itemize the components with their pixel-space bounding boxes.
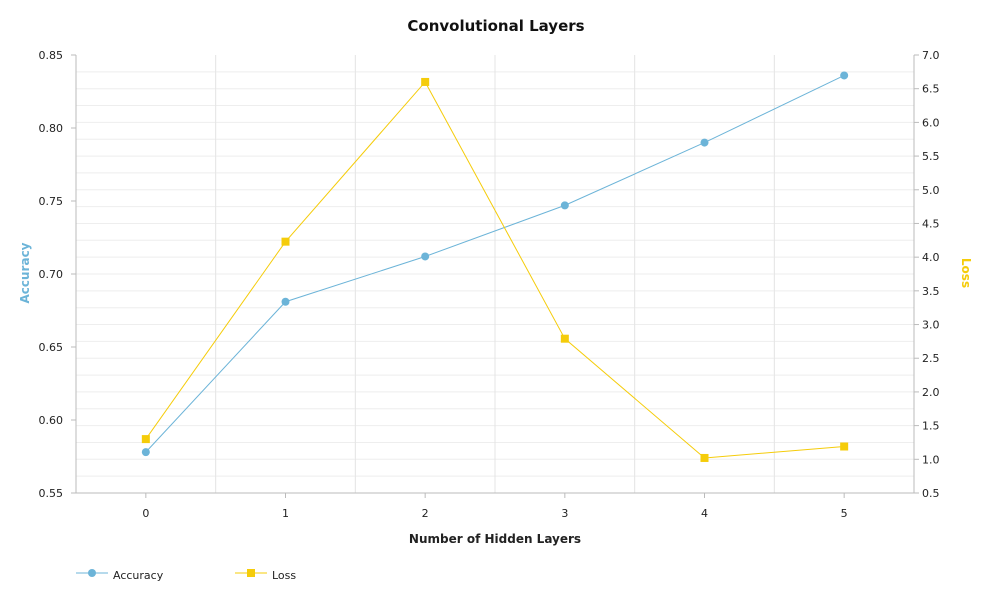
loss-point [700, 453, 709, 462]
y-right-tick-label: 3.5 [922, 285, 940, 298]
y-right-tick-label: 3.0 [922, 319, 940, 332]
accuracy-series-line [145, 74, 845, 453]
y-right-tick-label: 2.5 [922, 352, 940, 365]
loss-point [560, 334, 569, 343]
y-left-tick-label: 0.75 [39, 195, 64, 208]
x-tick-label: 0 [142, 507, 149, 520]
y-left-tick-label: 0.80 [39, 122, 64, 135]
x-tick-label: 1 [282, 507, 289, 520]
axes: 0.55 0.60 0.65 0.70 0.75 0.80 0.85 0.5 1.0 1.5 2.0… [39, 49, 940, 520]
series-lines [145, 74, 845, 459]
legend-accuracy-marker [88, 569, 96, 577]
x-tick-label: 2 [422, 507, 429, 520]
y-right-tick-label: 2.0 [922, 386, 940, 399]
loss-point [281, 237, 290, 246]
y-axis-right-label: Loss [959, 258, 973, 288]
loss-series-line [145, 81, 845, 459]
y-right-tick-label: 1.0 [922, 453, 940, 466]
y-left-tick-label: 0.65 [39, 341, 64, 354]
y-axis-left-label: Accuracy [18, 242, 32, 303]
x-tick-label: 5 [841, 507, 848, 520]
accuracy-point [840, 71, 849, 80]
loss-point [840, 442, 849, 451]
y-left-tick-label: 0.70 [39, 268, 64, 281]
loss-point [421, 77, 430, 86]
chart-title: Convolutional Layers [407, 17, 584, 35]
y-right-tick-label: 0.5 [922, 487, 940, 500]
y-left-tick-label: 0.85 [39, 49, 64, 62]
accuracy-point [141, 448, 150, 457]
loss-point [141, 435, 150, 444]
accuracy-point [281, 297, 290, 306]
y-right-tick-label: 1.5 [922, 420, 940, 433]
y-right-tick-label: 4.5 [922, 217, 940, 230]
accuracy-point [560, 201, 569, 210]
grid [76, 55, 914, 493]
y-left-tick-label: 0.55 [39, 487, 64, 500]
legend-loss-marker [247, 569, 255, 577]
legend-accuracy-label: Accuracy [113, 569, 164, 582]
legend: Accuracy Loss [76, 569, 296, 582]
y-right-tick-label: 7.0 [922, 49, 940, 62]
series-markers [141, 71, 849, 462]
y-right-tick-label: 5.0 [922, 184, 940, 197]
accuracy-point [421, 252, 430, 261]
legend-loss-label: Loss [272, 569, 296, 582]
y-left-tick-label: 0.60 [39, 414, 64, 427]
x-axis-label: Number of Hidden Layers [409, 532, 581, 546]
y-right-tick-label: 6.0 [922, 116, 940, 129]
y-right-tick-label: 6.5 [922, 83, 940, 96]
y-right-tick-label: 5.5 [922, 150, 940, 163]
accuracy-point [700, 138, 709, 147]
x-tick-label: 4 [701, 507, 708, 520]
y-right-tick-label: 4.0 [922, 251, 940, 264]
x-tick-label: 3 [561, 507, 568, 520]
